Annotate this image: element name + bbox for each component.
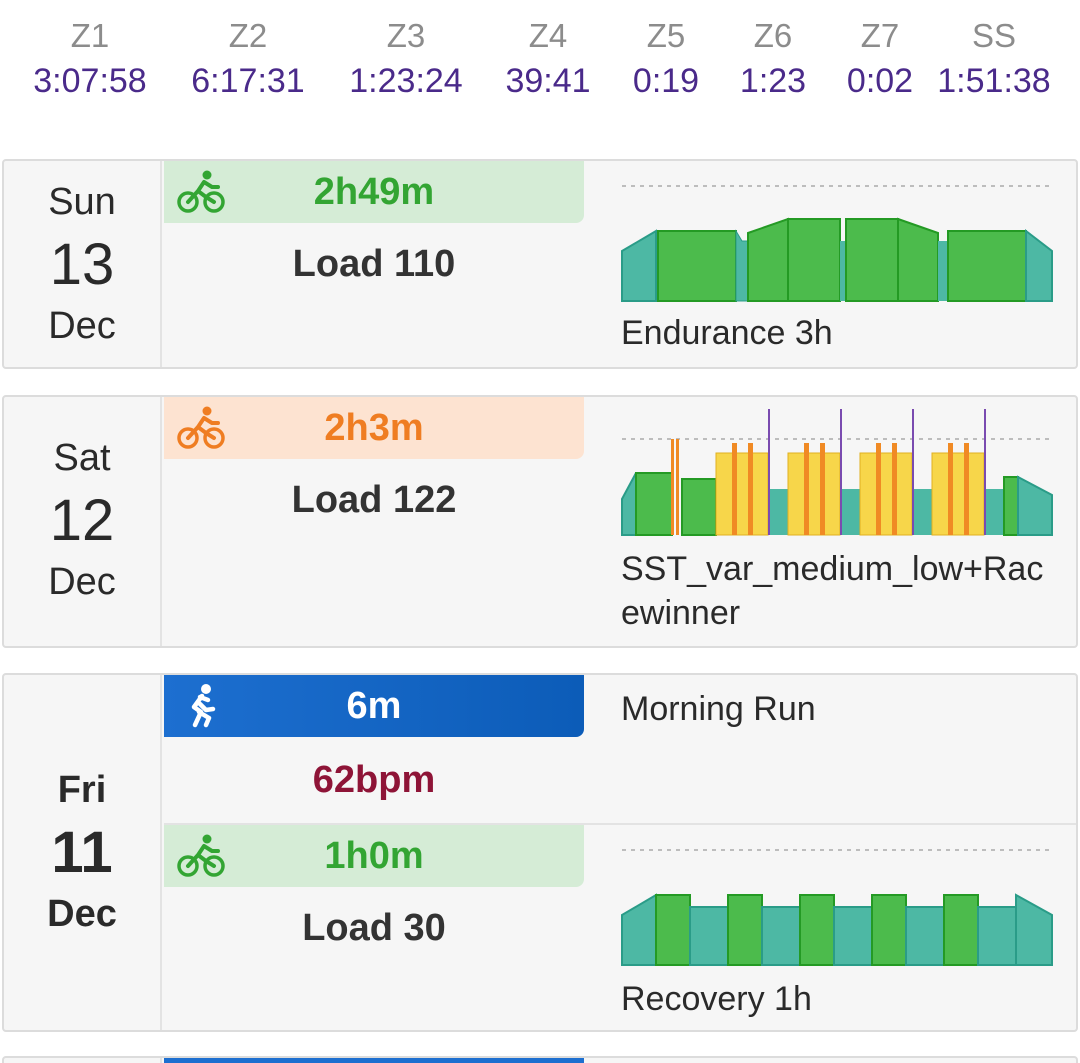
zone-time: 39:41 (505, 62, 591, 100)
weekday: Fri (57, 769, 107, 811)
activity-duration: 2h3m (324, 407, 424, 449)
zone-ss: SS 1:51:38 (937, 14, 1050, 104)
day-card-sun-13[interactable]: Sun 13 Dec 2h49m Load 110 Endurance 3h (2, 159, 1078, 369)
activity-duration: 6m (346, 685, 402, 727)
zone-z2: Z2 6:17:31 (191, 14, 304, 104)
bike-icon (177, 170, 225, 213)
zone-z1: Z1 3:07:58 (33, 14, 146, 104)
day-date (4, 1058, 162, 1063)
day-number: 11 (51, 820, 113, 885)
activity-name: Morning Run (621, 690, 816, 728)
zone-time: 1:51:38 (937, 62, 1051, 100)
zone-label: Z2 (228, 17, 268, 54)
zone-z6: Z6 1:23 (740, 14, 806, 104)
activity-heart-rate: 62bpm (312, 759, 436, 801)
month: Dec (48, 561, 116, 603)
activity-run[interactable]: 6m (164, 675, 584, 737)
activity-load: Load 30 (302, 907, 446, 949)
weekday: Sat (53, 437, 111, 479)
bike-icon (177, 834, 225, 877)
activity-ride[interactable]: 2h3m (164, 397, 584, 459)
day-date: Fri 11 Dec (4, 675, 162, 1030)
zone-time: 0:19 (632, 62, 700, 100)
workout-name: SST_var_medium_low+Racewinner (621, 550, 1044, 632)
zone-label: Z3 (386, 17, 426, 54)
run-icon (191, 684, 216, 728)
activity-ride[interactable]: 2h49m (164, 161, 584, 223)
day-number: 13 (49, 232, 115, 297)
zone-label: Z7 (860, 17, 900, 54)
zone-z5: Z5 0:19 (633, 14, 699, 104)
activity-duration: 1h0m (324, 835, 424, 877)
workout-name: Recovery 1h (621, 980, 812, 1018)
workout-profile-chart (621, 185, 1054, 302)
activity-ride[interactable]: 1h0m (164, 825, 584, 887)
zone-label: Z5 (646, 17, 686, 54)
workout-profile-chart (621, 409, 1054, 536)
bike-icon (177, 406, 225, 449)
zone-z7: Z7 0:02 (847, 14, 913, 104)
activity-run-strip[interactable] (164, 1058, 584, 1063)
zone-label: SS (971, 17, 1017, 54)
activity-divider (164, 823, 1076, 825)
zone-time: 6:17:31 (191, 62, 305, 100)
zone-label: Z6 (753, 17, 793, 54)
day-card-fri-11[interactable]: Fri 11 Dec 6m Morning Run 62bpm 1h0m Loa… (2, 673, 1078, 1032)
zone-time: 1:23 (739, 62, 807, 100)
zone-label: Z4 (528, 17, 568, 54)
workout-name: Endurance 3h (621, 314, 833, 352)
zone-time: 3:07:58 (33, 62, 147, 100)
activity-duration: 2h49m (313, 171, 435, 213)
activity-load: Load 122 (291, 479, 457, 521)
activity-load: Load 110 (292, 243, 456, 285)
month: Dec (48, 305, 116, 347)
zone-time: 0:02 (846, 62, 914, 100)
day-date: Sat 12 Dec (4, 397, 162, 646)
workout-profile-chart (621, 849, 1054, 966)
month: Dec (47, 893, 117, 935)
day-card-next[interactable] (2, 1056, 1078, 1063)
zone-z3: Z3 1:23:24 (349, 14, 462, 104)
zone-z4: Z4 39:41 (505, 14, 590, 104)
zone-label: Z1 (70, 17, 110, 54)
day-date: Sun 13 Dec (4, 161, 162, 367)
weekday: Sun (48, 181, 116, 223)
zone-time: 1:23:24 (349, 62, 463, 100)
day-card-sat-12[interactable]: Sat 12 Dec 2h3m Load 122 (2, 395, 1078, 648)
day-number: 12 (49, 488, 115, 553)
zone-summary: Z1 3:07:58 Z2 6:17:31 Z3 1:23:24 Z4 39:4… (0, 0, 1080, 150)
